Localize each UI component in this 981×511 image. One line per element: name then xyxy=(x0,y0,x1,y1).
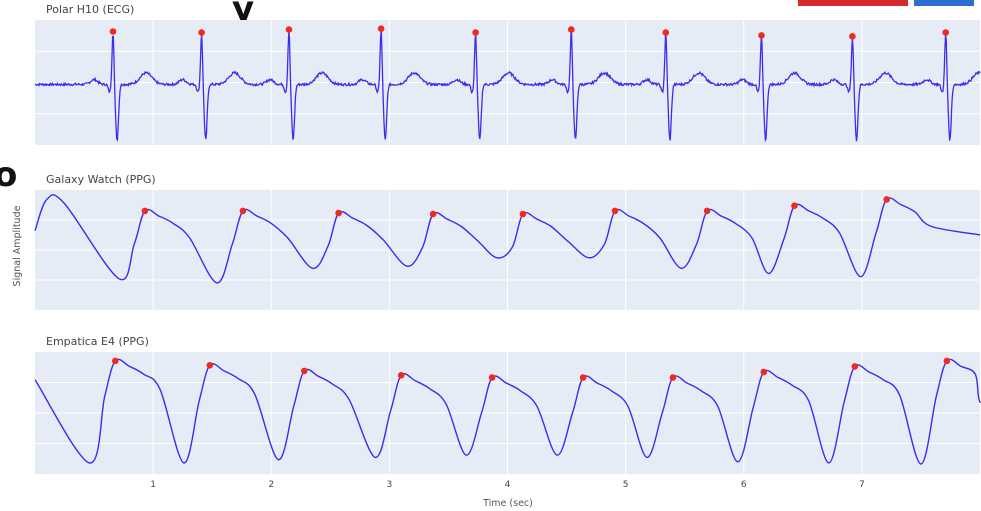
peak-marker xyxy=(611,207,619,215)
x-tick-label: 1 xyxy=(150,480,156,490)
peak-marker xyxy=(942,29,949,36)
panel-2: Galaxy Watch (PPG) xyxy=(34,173,981,310)
peak-marker xyxy=(397,372,405,379)
x-tick-label: 2 xyxy=(268,480,274,490)
peak-marker xyxy=(579,374,587,381)
peak-marker xyxy=(488,374,496,381)
peak-marker xyxy=(112,357,119,365)
signal-line xyxy=(34,194,981,284)
peak-marker xyxy=(377,25,385,32)
y-axis-title: Signal Amplitude xyxy=(12,205,23,286)
panel-title: Galaxy Watch (PPG) xyxy=(46,173,156,186)
x-tick-label: 7 xyxy=(859,480,865,490)
cropped-logo-blue xyxy=(914,0,974,6)
peak-marker xyxy=(109,28,117,35)
peak-marker xyxy=(472,29,479,36)
peak-marker xyxy=(568,26,575,33)
peak-marker xyxy=(301,367,308,375)
x-axis: 1 2 3 4 5 6 7 xyxy=(150,480,864,490)
x-axis-title: Time (sec) xyxy=(482,498,533,509)
peak-marker xyxy=(883,196,890,203)
peak-marker xyxy=(519,210,527,218)
peak-marker xyxy=(285,26,293,33)
peak-marker xyxy=(198,29,205,36)
peak-marker xyxy=(760,368,768,376)
x-tick-label: 3 xyxy=(387,480,393,490)
panels-group: Polar H10 (ECG) Galaxy Watch (PPG) Empatic… xyxy=(34,3,981,474)
panel-title: Empatica E4 (PPG) xyxy=(46,335,149,348)
peak-marker xyxy=(703,207,711,215)
peak-marker xyxy=(791,202,798,209)
panel-3: Empatica E4 (PPG) xyxy=(34,335,981,474)
signal-line xyxy=(34,30,981,143)
cropped-logo-red xyxy=(798,0,908,6)
peak-marker xyxy=(662,29,670,36)
peak-marker xyxy=(335,209,342,217)
peak-marker xyxy=(758,32,765,39)
peak-marker xyxy=(239,207,247,215)
panel-1: Polar H10 (ECG) xyxy=(34,3,981,145)
peak-marker xyxy=(669,374,677,381)
peak-marker xyxy=(429,210,437,218)
peak-marker xyxy=(849,33,856,40)
peak-marker xyxy=(851,363,859,370)
panel-title: Polar H10 (ECG) xyxy=(46,3,134,16)
x-tick-label: 4 xyxy=(505,480,511,490)
peak-marker xyxy=(141,207,149,215)
peak-marker xyxy=(943,357,951,365)
peak-marker xyxy=(206,362,214,369)
x-tick-label: 5 xyxy=(623,480,629,490)
x-tick-label: 6 xyxy=(741,480,747,490)
cropped-slide-text-left: o xyxy=(0,155,17,195)
